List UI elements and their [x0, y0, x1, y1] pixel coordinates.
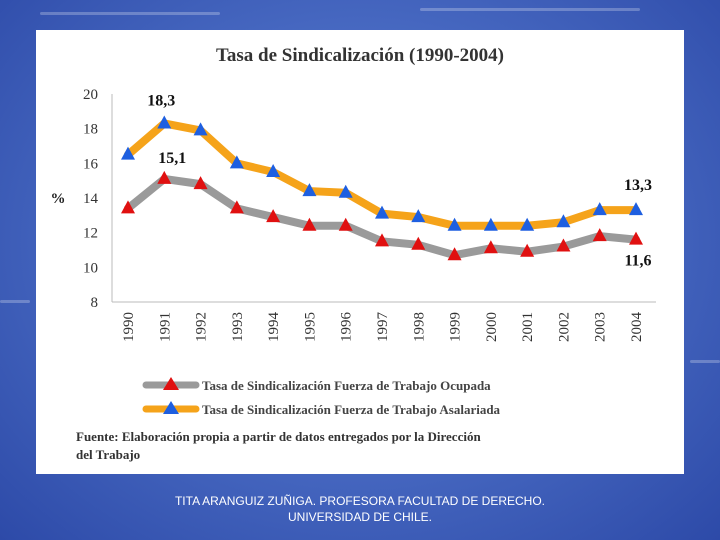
x-tick-label: 1993: [230, 312, 246, 342]
annotation-label: 13,3: [624, 177, 652, 194]
x-tick-label: 2002: [556, 312, 572, 342]
annotations: 18,3 15,1 13,3 11,6: [147, 92, 652, 269]
background-streak: [420, 8, 640, 11]
data-point-marker: [556, 214, 571, 228]
data-point-marker: [520, 243, 535, 257]
annotation-label: 11,6: [624, 253, 651, 270]
y-tick-label: 18: [83, 122, 98, 138]
data-point-marker: [229, 200, 244, 214]
data-point-marker: [266, 164, 281, 177]
data-point-marker: [411, 209, 426, 223]
y-tick-label: 16: [83, 156, 99, 172]
y-tick-label: 10: [83, 260, 98, 276]
x-tick-label: 1997: [375, 312, 391, 343]
data-point-marker: [375, 205, 389, 219]
data-point-marker: [157, 170, 172, 184]
series-markers: [121, 115, 643, 261]
x-tick-label: 1991: [157, 312, 173, 342]
data-point-marker: [629, 231, 643, 245]
y-tick-label: 14: [83, 191, 99, 207]
background-streak: [40, 12, 220, 15]
y-tick-label: 8: [91, 295, 99, 311]
y-axis-label: %: [51, 191, 66, 207]
legend-swatch-marker: [163, 401, 179, 414]
data-point-marker: [556, 238, 571, 252]
data-point-marker: [592, 228, 607, 242]
chart: Tasa de Sindicalización (1990-2004) % 8 1…: [51, 45, 656, 462]
data-point-marker: [121, 146, 135, 160]
data-point-marker: [375, 233, 389, 247]
legend: Tasa de Sindicalización Fuerza de Trabaj…: [142, 377, 501, 417]
x-tick-label: 2000: [484, 312, 500, 342]
legend-label: Tasa de Sindicalización Fuerza de Trabaj…: [202, 378, 491, 393]
data-point-marker: [483, 240, 498, 254]
annotation-label: 15,1: [158, 150, 186, 167]
data-point-marker: [447, 247, 462, 261]
x-tick-label: 2003: [593, 312, 609, 342]
annotation-label: 18,3: [147, 92, 175, 109]
legend-item-asalariada: Tasa de Sindicalización Fuerza de Trabaj…: [142, 401, 501, 417]
data-point-marker: [411, 236, 426, 250]
x-tick-label: 1996: [339, 312, 355, 343]
data-point-marker: [629, 202, 643, 216]
x-tick-label: 1999: [448, 312, 464, 342]
legend-item-ocupada: Tasa de Sindicalización Fuerza de Trabaj…: [142, 377, 491, 393]
legend-swatch-marker: [163, 377, 179, 390]
x-tick-labels: 1990 1991 1992 1993 1994 1995 1996 1997 1998 1999…: [121, 312, 645, 343]
background-streak: [0, 300, 30, 303]
background-streak: [690, 360, 720, 363]
source-note: Fuente: Elaboración propia a partir de d…: [76, 429, 484, 462]
y-tick-label: 20: [83, 87, 98, 103]
data-point-marker: [338, 184, 353, 198]
footer-line-2: UNIVERSIDAD DE CHILE.: [287, 510, 433, 524]
data-point-marker: [338, 217, 353, 231]
x-tick-label: 1998: [411, 312, 427, 342]
source-line-1: Fuente: Elaboración propia a partir de d…: [76, 429, 481, 444]
data-point-marker: [229, 155, 244, 169]
data-point-marker: [302, 183, 317, 197]
data-point-marker: [302, 217, 317, 231]
x-tick-label: 1995: [302, 312, 318, 342]
x-tick-label: 2001: [520, 312, 536, 342]
data-point-marker: [193, 176, 208, 190]
y-tick-labels: 8 10 12 14 16 18 20: [83, 87, 99, 311]
data-point-marker: [193, 122, 208, 136]
data-point-marker: [592, 202, 607, 216]
x-tick-label: 1992: [194, 312, 210, 342]
chart-title: Tasa de Sindicalización (1990-2004): [216, 45, 504, 66]
slide-footer: TITA ARANGUIZ ZUÑIGA. PROFESORA FACULTAD…: [0, 493, 720, 525]
x-tick-label: 2004: [629, 312, 645, 343]
x-tick-label: 1994: [266, 312, 282, 343]
y-tick-label: 12: [83, 226, 98, 242]
source-line-2: del Trabajo: [76, 447, 140, 462]
data-point-marker: [157, 115, 172, 129]
data-point-marker: [447, 217, 462, 231]
data-point-marker: [121, 200, 135, 214]
footer-line-1: TITA ARANGUIZ ZUÑIGA. PROFESORA FACULTAD…: [174, 494, 546, 508]
legend-label: Tasa de Sindicalización Fuerza de Trabaj…: [202, 402, 501, 417]
data-point-marker: [266, 209, 281, 223]
chart-panel: Tasa de Sindicalización (1990-2004) % 8 1…: [36, 30, 684, 474]
data-point-marker: [520, 217, 535, 231]
x-tick-label: 1990: [121, 312, 137, 342]
data-point-marker: [483, 217, 498, 231]
